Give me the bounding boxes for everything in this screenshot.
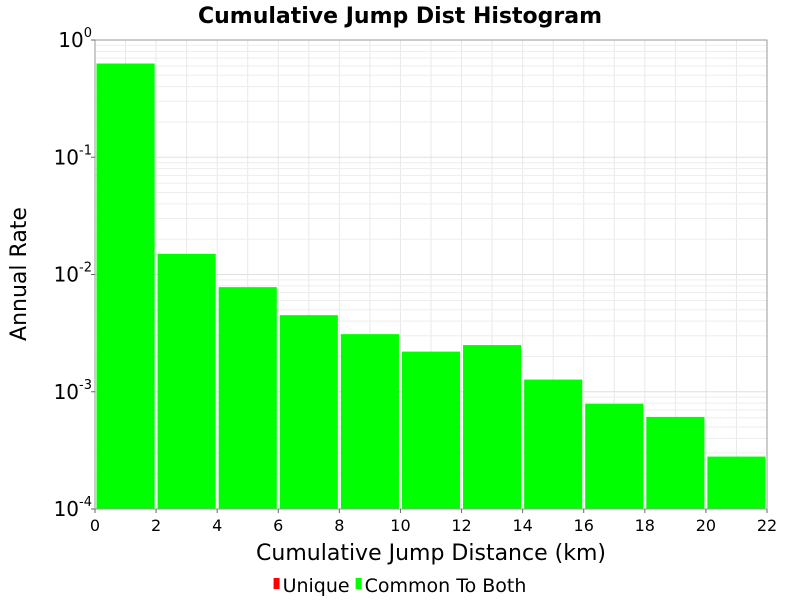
y-tick-label: 10-2	[54, 261, 92, 287]
x-axis-ticks: 0 2 4 6 8 10 12 14 16 18 20 22	[90, 509, 777, 535]
x-tick-label: 12	[451, 516, 471, 535]
x-tick-label: 6	[273, 516, 283, 535]
histogram-bar	[585, 403, 644, 509]
x-tick-label: 10	[390, 516, 410, 535]
x-tick-label: 0	[90, 516, 100, 535]
y-tick-label: 10-3	[54, 378, 92, 404]
histogram-bar	[646, 416, 705, 509]
x-tick-label: 18	[635, 516, 655, 535]
histogram-bar	[340, 334, 399, 509]
histogram-bar	[524, 379, 583, 509]
histogram-bar	[218, 287, 277, 509]
x-axis-label: Cumulative Jump Distance (km)	[256, 541, 606, 566]
histogram-bar	[279, 315, 338, 509]
x-tick-label: 22	[757, 516, 777, 535]
y-axis-ticks: 100 10-1 10-2 10-3 10-4	[54, 26, 95, 521]
chart-title: Cumulative Jump Dist Histogram	[198, 4, 602, 29]
x-tick-label: 20	[696, 516, 716, 535]
x-tick-label: 14	[512, 516, 532, 535]
x-tick-label: 2	[151, 516, 161, 535]
y-axis-label: Annual Rate	[7, 207, 32, 341]
histogram-bar	[401, 351, 461, 509]
legend-swatch	[355, 578, 362, 589]
legend-swatch	[273, 578, 280, 589]
legend-label: Unique	[283, 575, 350, 597]
x-tick-label: 16	[574, 516, 594, 535]
histogram-bar	[96, 63, 155, 510]
x-tick-label: 4	[212, 516, 222, 535]
legend: Unique Common To Both	[273, 575, 527, 597]
x-tick-label: 8	[334, 516, 344, 535]
histogram-bar	[157, 253, 216, 509]
legend-label: Common To Both	[365, 575, 527, 597]
histogram-bar	[463, 345, 522, 509]
y-tick-label: 10-1	[54, 143, 92, 169]
bars	[96, 63, 766, 510]
y-tick-label: 10-4	[54, 495, 92, 521]
histogram-bar	[707, 456, 766, 509]
y-tick-label: 100	[58, 26, 92, 52]
